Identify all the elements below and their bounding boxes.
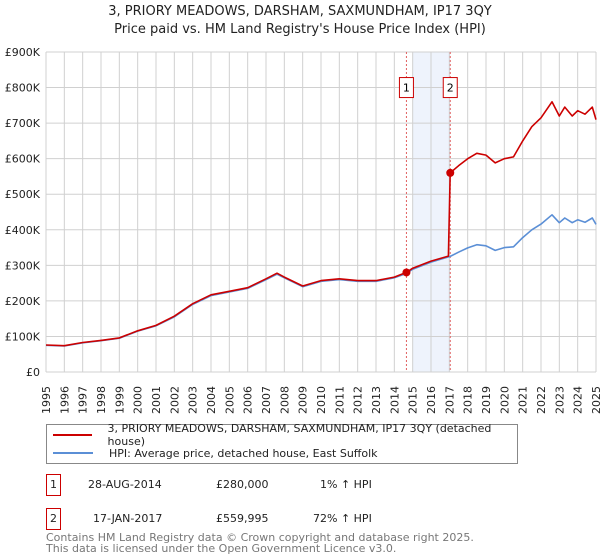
x-tick-label: 2009	[297, 386, 310, 414]
x-tick-label: 1996	[58, 386, 71, 414]
y-tick-label: £700K	[5, 117, 41, 130]
legend-label: 3, PRIORY MEADOWS, DARSHAM, SAXMUNDHAM, …	[107, 422, 492, 448]
x-tick-label: 2020	[498, 386, 511, 414]
x-tick-label: 2012	[352, 386, 365, 414]
x-tick-label: 2011	[333, 386, 346, 414]
transaction-price: £559,995	[216, 512, 269, 525]
y-tick-label: £0	[26, 366, 40, 379]
y-tick-label: £400K	[5, 224, 41, 237]
x-tick-label: 2013	[370, 386, 383, 414]
transaction-badge: 2	[46, 508, 61, 530]
x-tick-label: 2017	[443, 386, 456, 414]
x-tick-label: 2023	[553, 386, 566, 414]
transaction-price: £280,000	[216, 478, 269, 491]
x-tick-label: 1999	[113, 386, 126, 414]
y-tick-label: £900K	[5, 46, 41, 59]
x-tick-label: 2010	[315, 386, 328, 414]
x-tick-label: 2022	[535, 386, 548, 414]
y-tick-label: £200K	[5, 295, 41, 308]
price-chart: 1995 1996 1997 1998 1999 2000 2001 2002 2003 2004…	[5, 46, 600, 414]
x-tick-label: 1998	[95, 386, 108, 414]
transaction-date: 28-AUG-2014	[88, 478, 162, 491]
x-tick-label: 2007	[260, 386, 273, 414]
sale-marker-box	[398, 77, 414, 99]
footer-licence: This data is licensed under the Open Gov…	[46, 542, 397, 555]
x-tick-label: 1995	[40, 386, 53, 414]
x-tick-label: 2003	[187, 386, 200, 414]
chart-title: 3, PRIORY MEADOWS, DARSHAM, SAXMUNDHAM, …	[108, 4, 492, 19]
transaction-hpi: 1% ↑ HPI	[320, 478, 372, 491]
x-tick-label: 2024	[572, 386, 585, 414]
y-tick-label: £100K	[5, 330, 41, 343]
x-tick-label: 2008	[278, 386, 291, 414]
chart-subtitle: Price paid vs. HM Land Registry's House …	[114, 22, 486, 37]
sale-point	[402, 268, 411, 277]
x-tick-label: 2001	[150, 386, 163, 414]
sale-marker-box	[442, 77, 458, 99]
x-tick-label: 2006	[242, 386, 255, 414]
transaction-badge: 1	[46, 474, 61, 496]
x-tick-label: 2018	[462, 386, 475, 414]
x-tick-label: 2000	[132, 386, 145, 414]
legend: 3, PRIORY MEADOWS, DARSHAM, SAXMUNDHAM, …	[46, 422, 518, 464]
legend-item-property: 3, PRIORY MEADOWS, DARSHAM, SAXMUNDHAM, …	[53, 422, 517, 448]
sale-point	[446, 168, 455, 177]
legend-label: HPI: Average price, detached house, East…	[109, 446, 378, 460]
legend-item-hpi: HPI: Average price, detached house, East…	[53, 445, 378, 461]
sale-marker-label: 1	[403, 82, 410, 95]
x-tick-label: 2002	[168, 386, 181, 414]
x-tick-label: 2016	[425, 386, 438, 414]
x-tick-label: 2004	[205, 386, 218, 414]
legend-swatch-blue	[53, 452, 93, 454]
x-tick-label: 2025	[590, 386, 600, 414]
x-tick-label: 2021	[517, 386, 530, 414]
x-tick-label: 2014	[388, 386, 401, 414]
y-tick-label: £800K	[5, 82, 41, 95]
footer-copyright: Contains HM Land Registry data © Crown c…	[46, 531, 474, 544]
x-tick-label: 2015	[407, 386, 420, 414]
x-tick-label: 2019	[480, 386, 493, 414]
sale-marker-label: 2	[447, 82, 454, 95]
legend-swatch-red	[53, 434, 92, 436]
y-tick-label: £500K	[5, 188, 41, 201]
y-tick-label: £600K	[5, 153, 41, 166]
x-tick-label: 1997	[77, 386, 90, 414]
x-tick-label: 2005	[223, 386, 236, 414]
y-tick-label: £300K	[5, 259, 41, 272]
transaction-date: 17-JAN-2017	[93, 512, 163, 525]
transaction-hpi: 72% ↑ HPI	[313, 512, 372, 525]
